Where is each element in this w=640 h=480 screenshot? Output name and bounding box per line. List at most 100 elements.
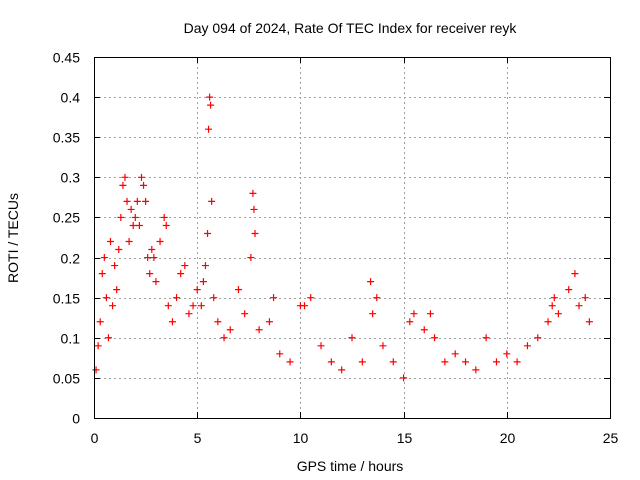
data-point xyxy=(503,350,511,358)
data-point xyxy=(565,286,573,294)
data-point xyxy=(571,270,579,278)
data-point xyxy=(142,197,150,205)
data-point xyxy=(482,334,490,342)
x-tick-label: 25 xyxy=(603,430,619,446)
data-point xyxy=(234,286,242,294)
data-point xyxy=(581,294,589,302)
y-tick-label: 0 xyxy=(72,411,80,427)
gridlines xyxy=(94,57,610,418)
data-point xyxy=(534,334,542,342)
data-point xyxy=(113,286,121,294)
data-point xyxy=(104,334,112,342)
data-point xyxy=(379,342,387,350)
x-tick-label: 5 xyxy=(194,430,202,446)
y-tick-label: 0.4 xyxy=(61,90,81,106)
data-point xyxy=(162,221,170,229)
data-point xyxy=(129,221,137,229)
data-point xyxy=(348,334,356,342)
data-point xyxy=(193,286,201,294)
data-point xyxy=(317,342,325,350)
data-point xyxy=(111,262,119,270)
data-point xyxy=(146,270,154,278)
data-point xyxy=(307,294,315,302)
data-point xyxy=(338,366,346,374)
data-point xyxy=(144,254,152,262)
data-point xyxy=(286,358,294,366)
data-point xyxy=(250,205,258,213)
data-point xyxy=(462,358,470,366)
data-point xyxy=(373,294,381,302)
data-point xyxy=(206,93,214,101)
data-point xyxy=(197,302,205,310)
data-point xyxy=(205,125,213,133)
chart-title: Day 094 of 2024, Rate Of TEC Index for r… xyxy=(184,20,518,36)
y-tick-label: 0.45 xyxy=(53,50,80,66)
data-points xyxy=(92,93,593,382)
data-point xyxy=(544,318,552,326)
data-point xyxy=(177,270,185,278)
data-point xyxy=(199,278,207,286)
data-point xyxy=(358,358,366,366)
data-point xyxy=(406,318,414,326)
data-point xyxy=(94,342,102,350)
data-point xyxy=(135,221,143,229)
data-point xyxy=(137,173,145,181)
data-point xyxy=(585,318,593,326)
data-point xyxy=(207,101,215,109)
data-point xyxy=(226,326,234,334)
data-point xyxy=(247,254,255,262)
data-point xyxy=(550,294,558,302)
data-point xyxy=(107,238,115,246)
data-point xyxy=(249,189,257,197)
data-point xyxy=(255,326,263,334)
y-tick-label: 0.05 xyxy=(53,371,80,387)
data-point xyxy=(400,374,408,382)
data-point xyxy=(185,310,193,318)
data-point xyxy=(160,213,168,221)
data-point xyxy=(410,310,418,318)
data-point xyxy=(210,294,218,302)
data-point xyxy=(152,278,160,286)
x-tick-label: 20 xyxy=(500,430,516,446)
data-point xyxy=(472,366,480,374)
data-point xyxy=(100,254,108,262)
data-point xyxy=(131,213,139,221)
x-axis-label: GPS time / hours xyxy=(297,458,404,474)
data-point xyxy=(301,302,309,310)
data-point xyxy=(220,334,228,342)
data-point xyxy=(214,318,222,326)
y-tick-label: 0.15 xyxy=(53,291,80,307)
data-point xyxy=(173,294,181,302)
data-point xyxy=(327,358,335,366)
data-point xyxy=(431,334,439,342)
data-point xyxy=(554,310,562,318)
data-point xyxy=(181,262,189,270)
data-point xyxy=(276,350,284,358)
data-point xyxy=(164,302,172,310)
data-point xyxy=(204,229,212,237)
data-point xyxy=(241,310,249,318)
y-tick-label: 0.25 xyxy=(53,210,80,226)
data-point xyxy=(121,173,129,181)
data-point xyxy=(420,326,428,334)
data-point xyxy=(251,229,259,237)
data-point xyxy=(513,358,521,366)
data-point xyxy=(367,278,375,286)
y-tick-label: 0.35 xyxy=(53,130,80,146)
data-point xyxy=(451,350,459,358)
data-point xyxy=(389,358,397,366)
plot-frame xyxy=(94,57,611,419)
data-point xyxy=(189,302,197,310)
data-point xyxy=(201,262,209,270)
data-point xyxy=(109,302,117,310)
data-point xyxy=(168,318,176,326)
x-tick-label: 0 xyxy=(91,430,99,446)
data-point xyxy=(119,181,127,189)
data-point xyxy=(102,294,110,302)
data-point xyxy=(426,310,434,318)
data-point xyxy=(265,318,273,326)
axis-ticks: 0 5 10 15 20 25 0 0.05 0.1 0.15 0.2 0.25 0.3 0.35 0.4 0… xyxy=(53,50,619,447)
data-point xyxy=(123,197,131,205)
y-tick-label: 0.1 xyxy=(61,331,81,347)
y-tick-label: 0.3 xyxy=(61,170,81,186)
